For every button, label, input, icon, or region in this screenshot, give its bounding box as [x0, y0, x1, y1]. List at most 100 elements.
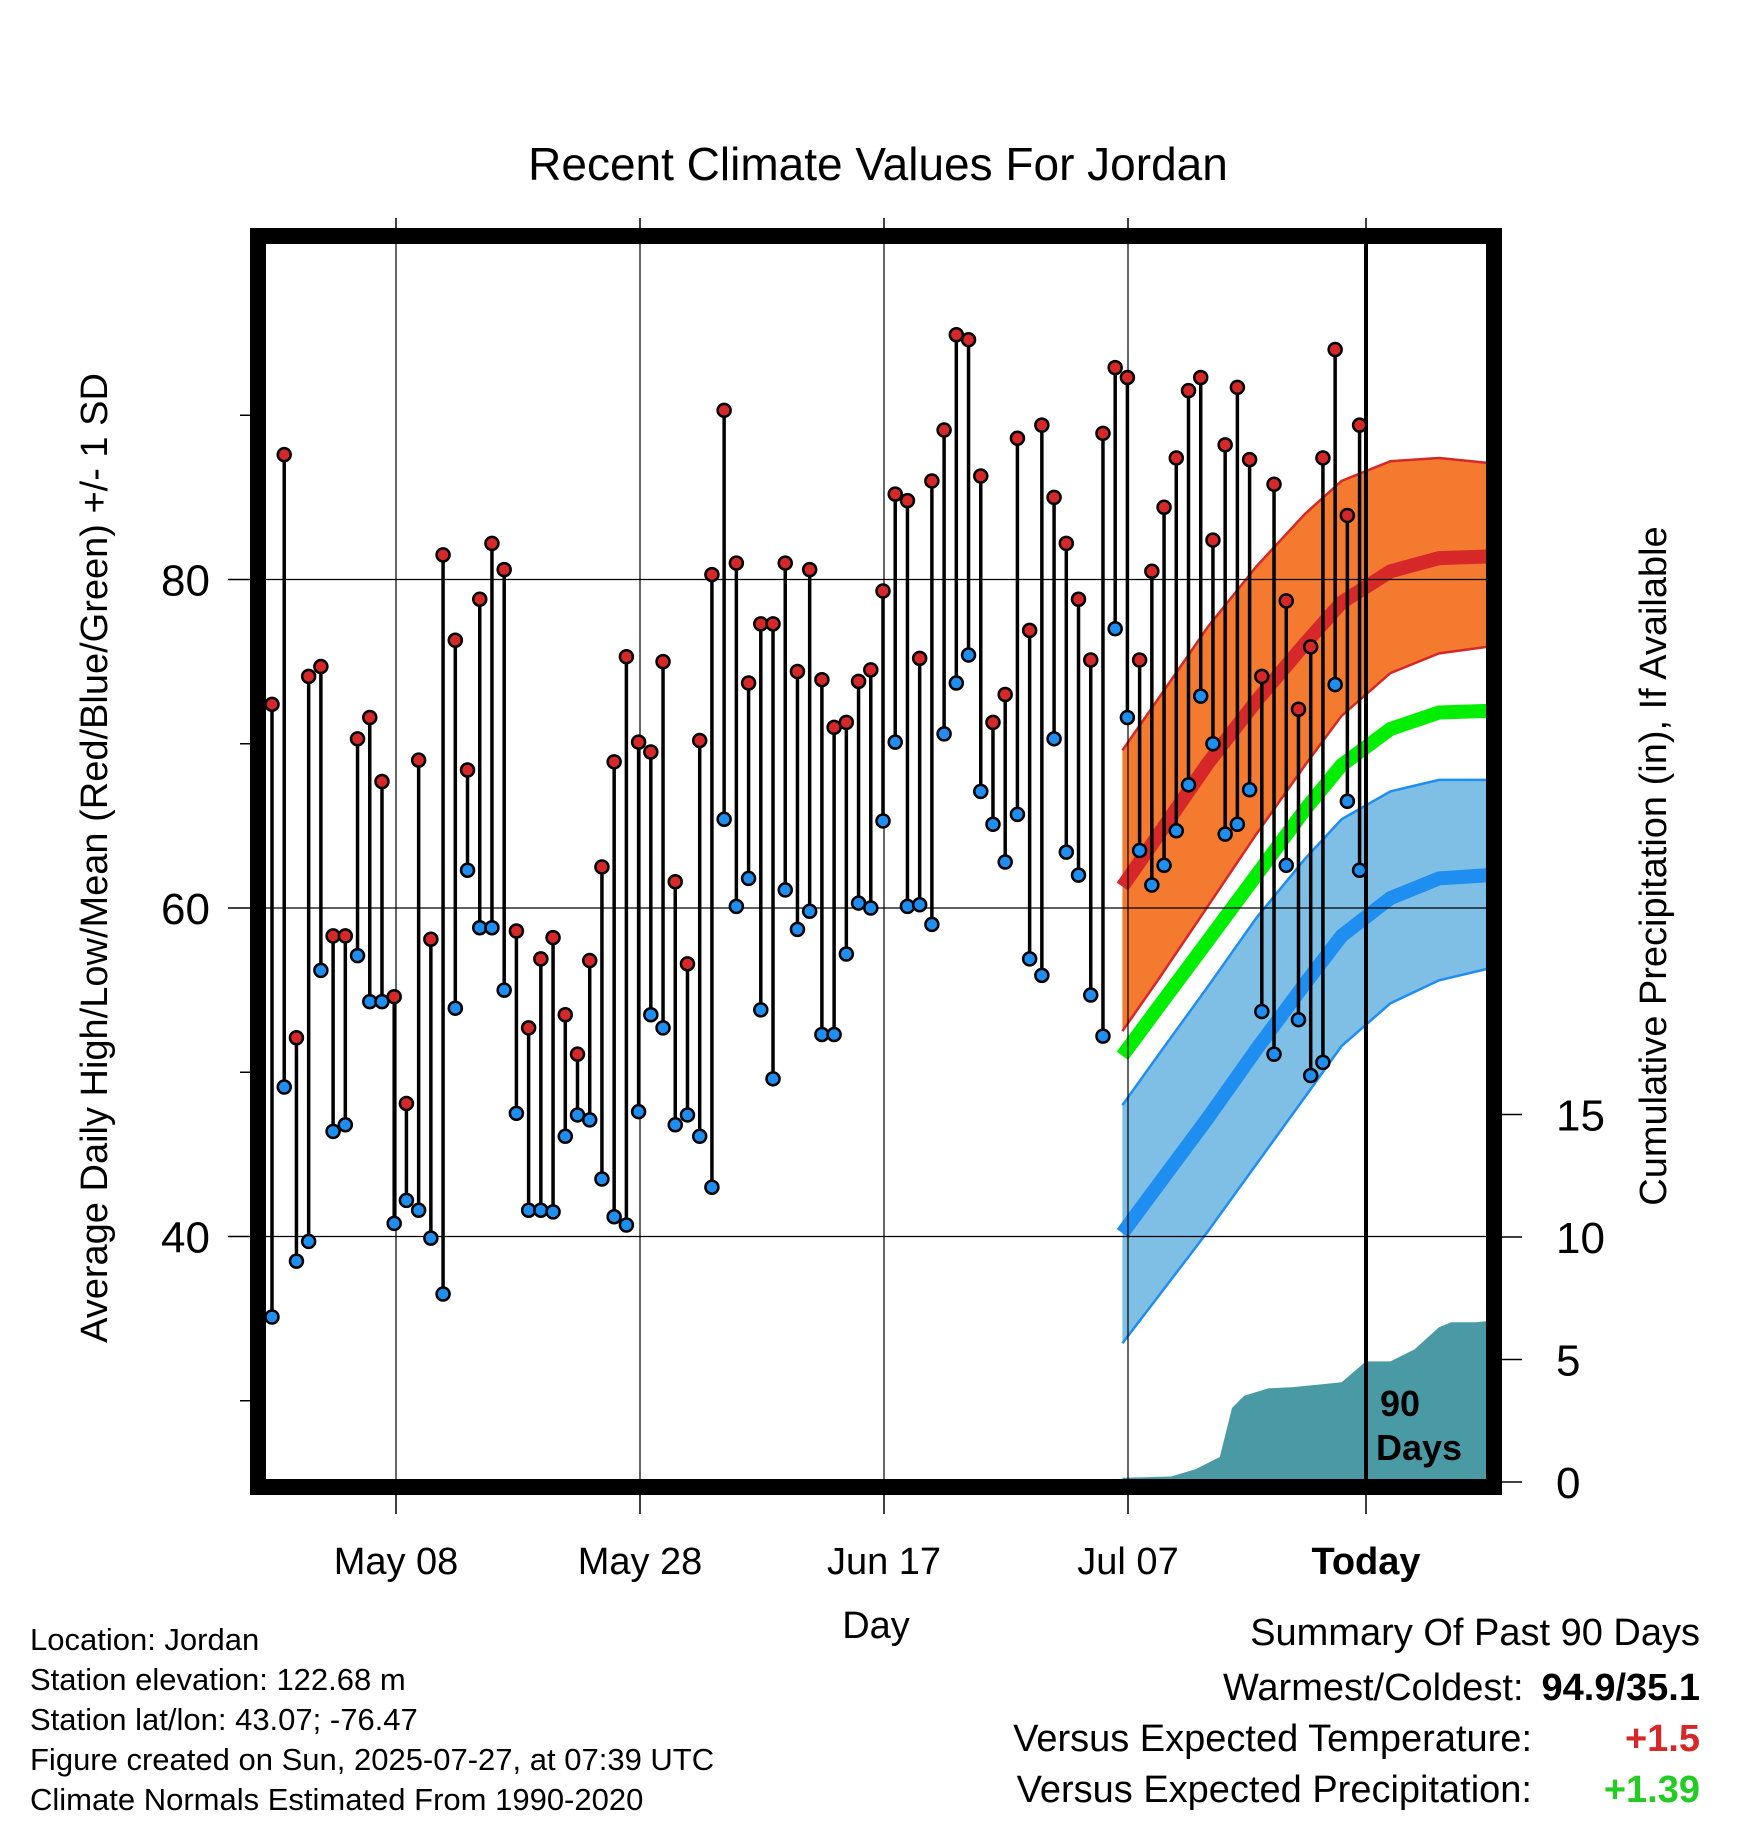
observed-high-point — [410, 752, 427, 768]
y2-tick-label: 10 — [1556, 1214, 1605, 1263]
observed-low-point — [777, 882, 793, 898]
x-tick-label: May 08 — [334, 1541, 459, 1583]
observed-high-point — [1058, 535, 1075, 552]
observed-high-point — [863, 662, 879, 678]
x-tick-label: May 28 — [578, 1541, 703, 1583]
observed-low-point — [459, 862, 476, 878]
temp-label: Versus Expected Temperature: — [1013, 1718, 1532, 1760]
normals-text: Climate Normals Estimated From 1990-2020 — [30, 1782, 644, 1817]
observed-high-point — [435, 547, 451, 563]
observed-low-point — [447, 1000, 464, 1016]
observed-low-point — [1131, 842, 1148, 859]
observed-low-point — [667, 1117, 684, 1133]
observed-high-point — [643, 744, 659, 760]
observed-high-point — [447, 632, 464, 649]
location-text: Location: Jordan — [30, 1622, 260, 1657]
observed-high-point — [459, 762, 476, 778]
observed-high-point — [911, 650, 928, 667]
observed-low-point — [1095, 1028, 1111, 1044]
temp-value: +1.5 — [1624, 1718, 1700, 1760]
y2-axis-label: Cumulative Precipitation (in), If Availa… — [1633, 526, 1675, 1205]
observed-high-point — [300, 668, 317, 685]
observed-low-point — [1119, 709, 1136, 726]
observed-high-point — [1339, 507, 1356, 524]
observed-low-point — [1302, 1067, 1319, 1084]
normal-bands — [1116, 456, 1488, 1345]
observed-high-point — [1034, 417, 1050, 433]
observed-low-point — [349, 947, 366, 964]
observed-low-point — [740, 870, 757, 887]
observed-low-point — [1107, 621, 1123, 637]
observed-high-point — [936, 422, 952, 438]
x-tick-label: Jun 17 — [827, 1541, 941, 1583]
observed-high-point — [545, 929, 561, 946]
observed-high-point — [1229, 379, 1246, 396]
observed-high-point — [276, 446, 292, 463]
observed-low-point — [973, 783, 989, 800]
observed-high-point — [337, 928, 354, 944]
observed-low-point — [557, 1128, 574, 1145]
warm-cold-label: Warmest/Coldest: — [1222, 1667, 1524, 1709]
observed-low-point — [1144, 877, 1160, 893]
latlon-text: Station lat/lon: 43.07; -76.47 — [30, 1702, 418, 1737]
today-days-word: Days — [1376, 1427, 1462, 1468]
normal-low-sd-band — [1122, 779, 1488, 1344]
observed-low-point — [1315, 1054, 1331, 1071]
observations — [264, 327, 1368, 1325]
normal-low-sd-lower-line — [1121, 967, 1488, 1345]
summary-panel: Summary Of Past 90 Days Warmest/Coldest:… — [1013, 1612, 1700, 1816]
observed-low-point — [728, 898, 745, 915]
normal-low-line — [1116, 868, 1488, 1238]
normal-high-sd-lower-line — [1121, 645, 1488, 1032]
plot-border — [250, 228, 1502, 1495]
observed-high-point — [875, 583, 891, 599]
observed-high-point — [496, 561, 512, 578]
observed-low-point — [997, 854, 1013, 870]
observed-high-point — [1254, 668, 1270, 685]
observed-high-point — [777, 555, 793, 571]
observed-high-point — [508, 923, 525, 939]
observed-low-point — [1339, 793, 1356, 809]
observed-low-point — [508, 1105, 525, 1122]
observed-low-point — [1351, 862, 1368, 878]
observed-low-point — [581, 1112, 598, 1128]
observed-high-point — [704, 566, 720, 583]
observed-low-point — [594, 1171, 610, 1187]
observed-high-point — [899, 492, 916, 509]
observed-high-point — [423, 931, 439, 947]
observed-high-point — [973, 468, 989, 484]
observed-low-point — [1070, 867, 1087, 883]
created-text: Figure created on Sun, 2025-07-27, at 07… — [30, 1742, 715, 1777]
observed-high-point — [850, 673, 867, 690]
normal-high-sd-upper-line — [1121, 456, 1488, 752]
observed-low-point — [899, 898, 916, 915]
observed-high-point — [1156, 499, 1172, 515]
today-days-number: 90 — [1380, 1383, 1420, 1424]
observed-low-point — [789, 921, 806, 938]
observed-high-point — [313, 658, 329, 675]
observed-high-point — [1290, 701, 1307, 718]
observed-high-point — [667, 873, 684, 890]
precip-value: +1.39 — [1603, 1769, 1700, 1811]
precip-row: Versus Expected Precipitation: +1.39 — [1013, 1765, 1700, 1816]
temp-row: Versus Expected Temperature: +1.5 — [1013, 1714, 1700, 1765]
observed-low-point — [618, 1217, 635, 1233]
observed-low-point — [288, 1253, 305, 1269]
observed-low-point — [1168, 823, 1185, 839]
observed-low-point — [863, 900, 879, 916]
x-tick-label: Today — [1311, 1541, 1420, 1583]
station-info: Location: Jordan Station elevation: 122.… — [30, 1620, 714, 1820]
observed-low-point — [911, 896, 928, 913]
observed-low-point — [496, 982, 512, 998]
observed-high-point — [801, 561, 818, 578]
observed-high-point — [1009, 430, 1026, 446]
observed-low-point — [1009, 806, 1026, 823]
observed-high-point — [789, 663, 806, 680]
observed-low-point — [1327, 676, 1343, 693]
observed-high-point — [1327, 341, 1343, 358]
observed-low-point — [826, 1026, 842, 1043]
observed-low-point — [1205, 736, 1221, 752]
observed-high-point — [471, 591, 488, 607]
y-tick-label: 80 — [161, 557, 210, 606]
